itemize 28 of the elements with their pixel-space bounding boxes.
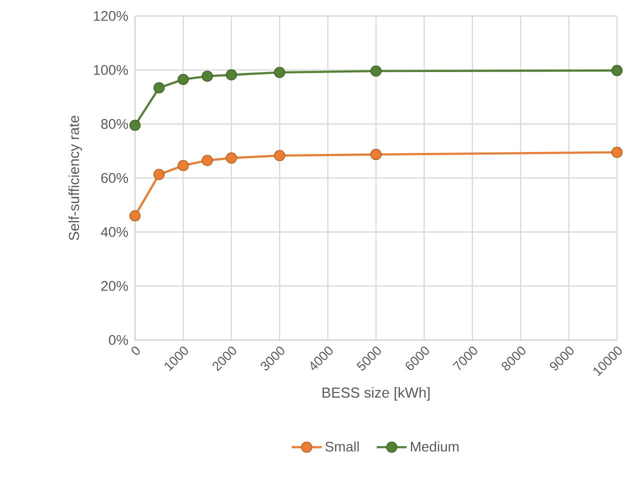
point xyxy=(370,65,382,77)
point xyxy=(129,210,141,222)
y-axis-title: Self-sufficiency rate xyxy=(68,116,82,240)
point xyxy=(611,146,623,158)
point xyxy=(154,82,165,94)
y-tick-label: 40% xyxy=(100,227,128,237)
point xyxy=(611,64,623,76)
point xyxy=(129,120,141,131)
point xyxy=(178,74,189,86)
point xyxy=(370,148,382,160)
point xyxy=(154,168,165,180)
legend-label: Small xyxy=(325,441,359,452)
point xyxy=(226,152,238,164)
point xyxy=(178,160,189,172)
point xyxy=(274,66,286,78)
y-tick-label: 120% xyxy=(94,11,128,21)
x-tick-label: 0 xyxy=(132,346,140,355)
y-tick-label: 80% xyxy=(101,119,128,129)
legend-label: Medium xyxy=(410,441,459,452)
point xyxy=(202,70,213,82)
y-tick-label: 0% xyxy=(108,335,128,345)
y-tick-label: 20% xyxy=(101,281,128,291)
x-axis-title: BESS size [kWh] xyxy=(322,387,430,401)
y-tick-label: 100% xyxy=(94,65,128,75)
y-tick-label: 60% xyxy=(101,173,128,183)
point xyxy=(274,150,286,162)
point xyxy=(202,154,213,166)
point xyxy=(226,69,238,80)
